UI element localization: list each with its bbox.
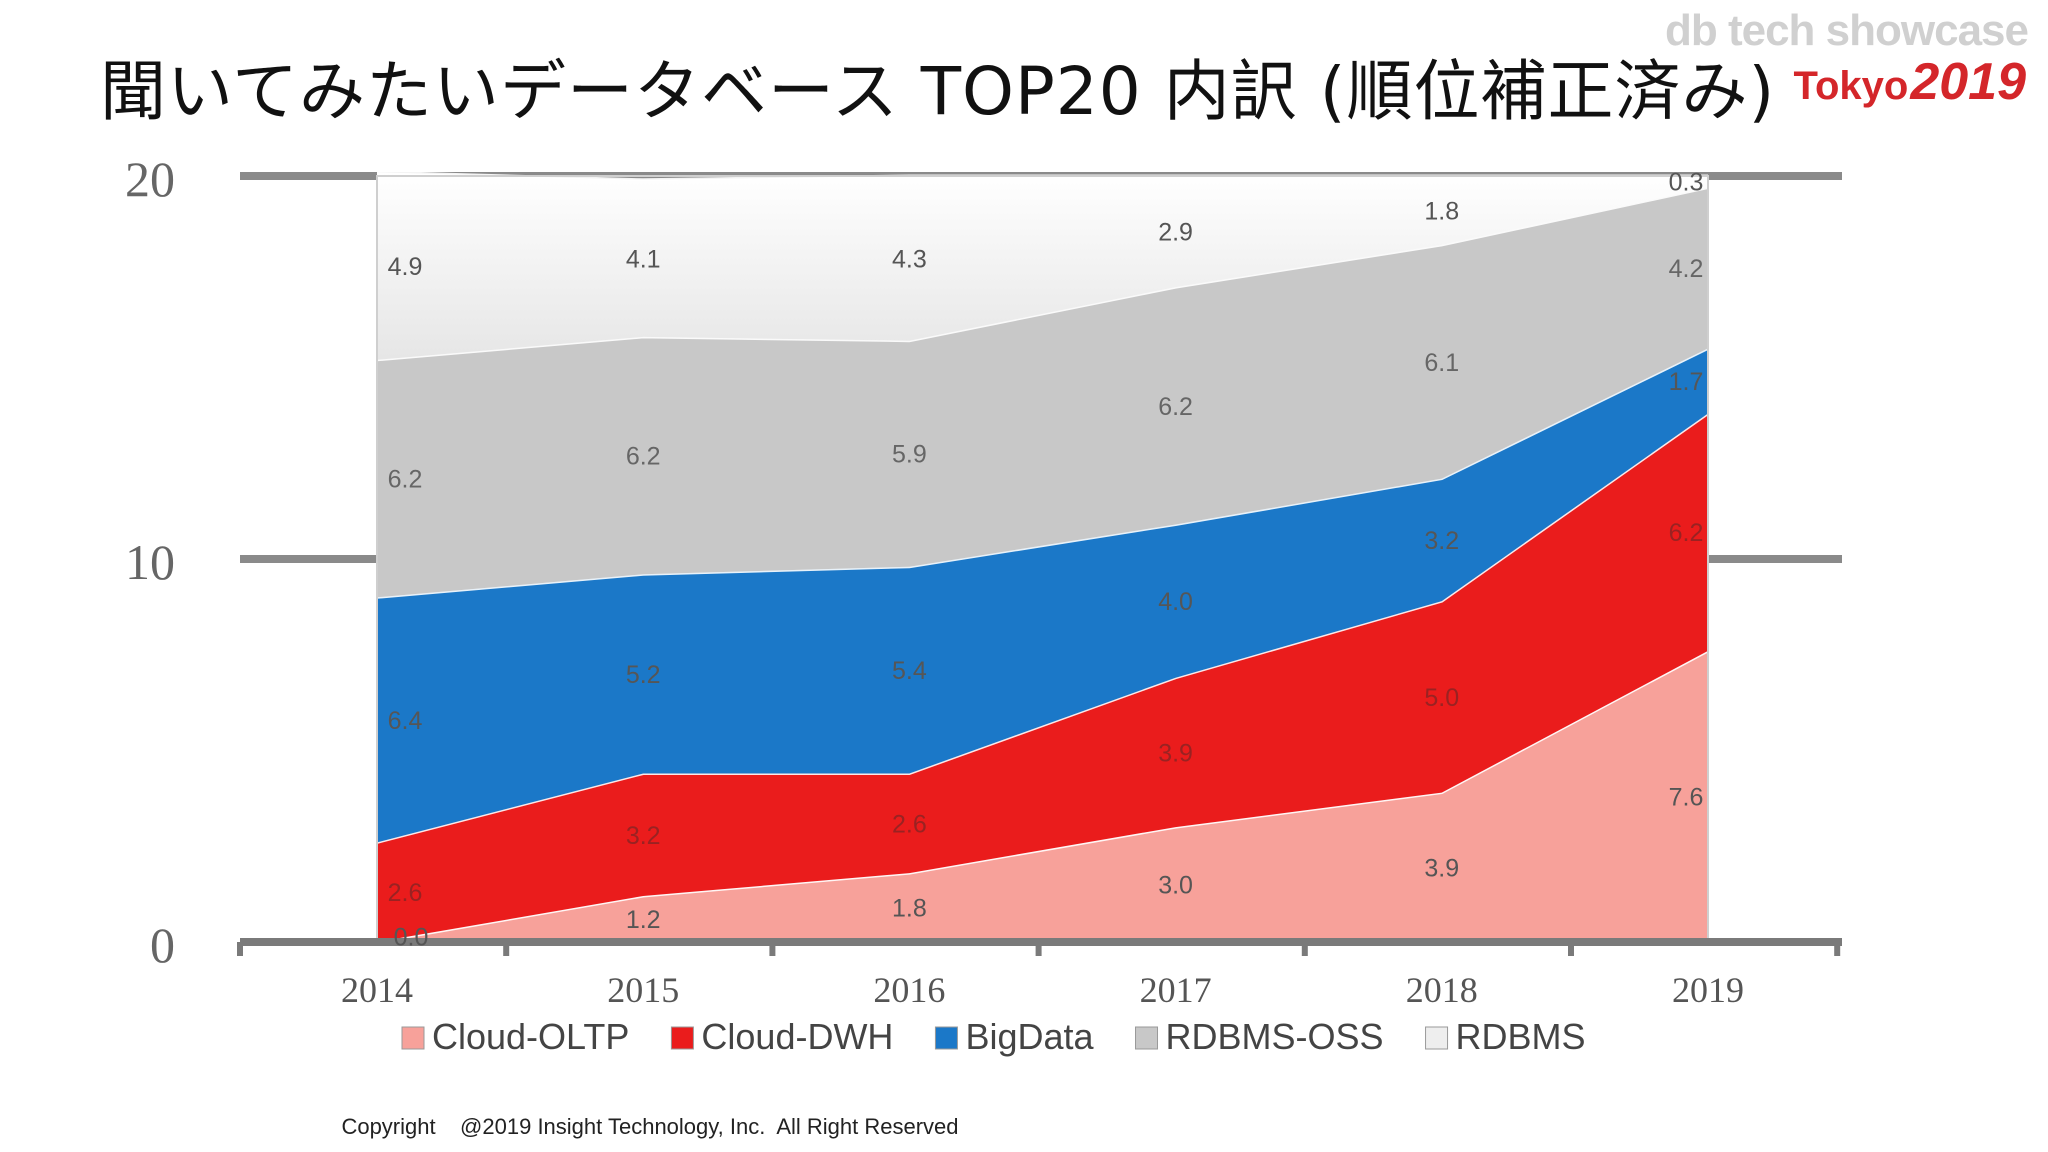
data-label-bigdata: 5.4 bbox=[892, 657, 927, 685]
data-label-bigdata: 3.2 bbox=[1424, 527, 1459, 555]
data-label-cloud-dwh: 3.9 bbox=[1158, 739, 1193, 767]
legend-label-rdbms: RDBMS bbox=[1456, 1016, 1586, 1057]
x-tick-label: 2018 bbox=[1406, 970, 1478, 1010]
data-label-cloud-dwh: 3.2 bbox=[626, 822, 661, 850]
data-label-rdbms-oss: 4.2 bbox=[1669, 255, 1704, 283]
brand-year: 2019 bbox=[1910, 53, 2026, 111]
data-label-rdbms-oss: 6.1 bbox=[1424, 349, 1459, 377]
legend-label-bigdata: BigData bbox=[965, 1016, 1094, 1057]
data-label-rdbms: 4.1 bbox=[626, 245, 661, 273]
data-label-cloud-dwh: 5.0 bbox=[1424, 684, 1459, 712]
data-label-rdbms: 2.9 bbox=[1158, 219, 1193, 247]
data-label-rdbms-oss: 5.9 bbox=[892, 441, 927, 469]
area-cloud-oltp bbox=[377, 650, 1708, 942]
x-tick-label: 2015 bbox=[607, 970, 679, 1010]
legend-label-cloud-dwh: Cloud-DWH bbox=[701, 1016, 893, 1057]
brand-logo-city: Tokyo2019 bbox=[1793, 52, 2026, 112]
brand-logo-text: db tech showcase bbox=[1664, 6, 2029, 55]
legend-swatch-bigdata bbox=[934, 1026, 958, 1050]
data-label-rdbms: 4.9 bbox=[388, 253, 423, 281]
data-label-cloud-dwh: 2.6 bbox=[892, 810, 927, 838]
data-label-bigdata: 4.0 bbox=[1158, 588, 1193, 616]
data-label-cloud-oltp: 1.8 bbox=[892, 895, 927, 923]
legend-swatch-cloud-dwh bbox=[670, 1026, 694, 1050]
data-label-rdbms: 4.3 bbox=[892, 245, 927, 273]
area-rdbms bbox=[377, 172, 1708, 360]
data-label-cloud-oltp: 7.6 bbox=[1669, 783, 1704, 811]
data-label-cloud-oltp: 0.0 bbox=[394, 923, 429, 951]
data-label-rdbms-oss: 6.2 bbox=[388, 466, 423, 494]
area-bigdata bbox=[377, 348, 1708, 843]
copyright-text: Copyright @2019 Insight Technology, Inc.… bbox=[341, 1114, 959, 1139]
x-tick-label: 2019 bbox=[1672, 970, 1744, 1010]
data-label-rdbms-oss: 6.2 bbox=[1158, 393, 1193, 421]
data-label-cloud-dwh: 2.6 bbox=[388, 879, 423, 907]
legend-label-cloud-oltp: Cloud-OLTP bbox=[432, 1016, 629, 1057]
data-label-cloud-oltp: 3.9 bbox=[1424, 854, 1459, 882]
legend-label-rdbms-oss: RDBMS-OSS bbox=[1166, 1016, 1384, 1057]
data-label-rdbms: 0.3 bbox=[1669, 169, 1704, 197]
brand-city: Tokyo bbox=[1793, 64, 1909, 108]
area-cloud-dwh bbox=[377, 413, 1708, 942]
legend-swatch-rdbms bbox=[1425, 1026, 1449, 1050]
y-tick-label: 0 bbox=[150, 917, 175, 973]
legend-swatch-cloud-oltp bbox=[401, 1026, 425, 1050]
data-label-cloud-oltp: 1.2 bbox=[626, 906, 661, 934]
area-rdbms-oss bbox=[377, 187, 1708, 598]
x-tick-label: 2016 bbox=[873, 970, 945, 1010]
data-label-cloud-dwh: 6.2 bbox=[1669, 519, 1704, 547]
data-label-cloud-oltp: 3.0 bbox=[1158, 872, 1193, 900]
data-label-rdbms: 1.8 bbox=[1424, 197, 1459, 225]
legend-swatch-rdbms-oss bbox=[1135, 1026, 1159, 1050]
data-label-bigdata: 6.4 bbox=[388, 707, 423, 735]
x-tick-label: 2014 bbox=[341, 970, 413, 1010]
y-tick-label: 10 bbox=[125, 534, 175, 590]
data-label-bigdata: 1.7 bbox=[1669, 368, 1704, 396]
x-tick-label: 2017 bbox=[1140, 970, 1212, 1010]
slide-title: 聞いてみたいデータベース TOP20 内訳 (順位補正済み) bbox=[100, 53, 1776, 130]
data-label-rdbms-oss: 6.2 bbox=[626, 443, 661, 471]
y-tick-label: 20 bbox=[125, 151, 175, 207]
data-label-bigdata: 5.2 bbox=[626, 661, 661, 689]
